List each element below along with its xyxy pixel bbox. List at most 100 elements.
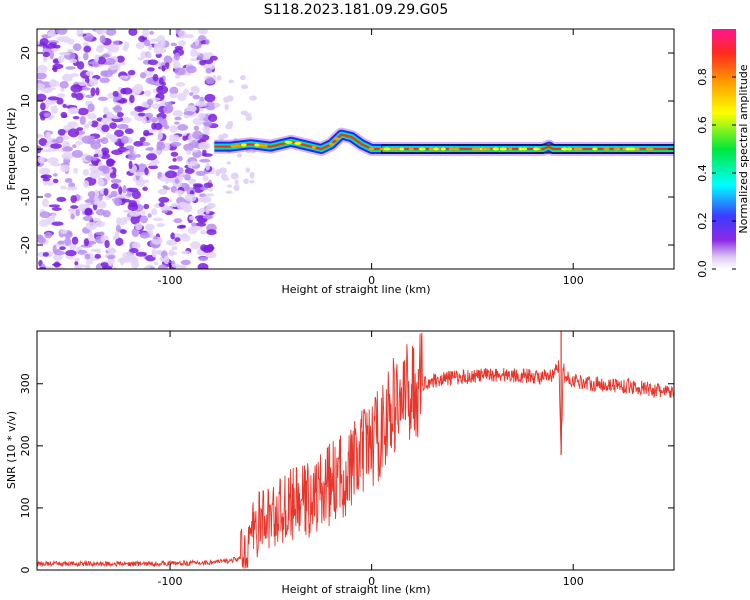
noise-blob xyxy=(106,159,116,164)
noise-blob xyxy=(37,236,46,244)
noise-blob xyxy=(57,93,66,98)
ridge-hotspot xyxy=(625,147,631,151)
noise-blob xyxy=(183,143,194,152)
noise-blob xyxy=(195,170,207,176)
noise-blob xyxy=(148,165,159,170)
noise-blob xyxy=(202,125,211,133)
noise-blob xyxy=(85,71,94,76)
noise-blob xyxy=(205,193,215,197)
noise-blob xyxy=(122,184,127,194)
noise-blob xyxy=(153,43,163,49)
noise-blob xyxy=(100,70,108,77)
noise-blob xyxy=(37,82,45,91)
noise-blob xyxy=(90,120,99,128)
noise-blob xyxy=(56,196,67,202)
noise-blob xyxy=(151,248,157,258)
noise-blob xyxy=(215,169,221,176)
noise-blob xyxy=(73,257,81,262)
noise-blob xyxy=(146,67,155,72)
noise-blob xyxy=(130,215,140,225)
noise-blob xyxy=(192,94,201,100)
noise-blob xyxy=(108,63,119,71)
noise-blob xyxy=(184,168,195,174)
noise-blob xyxy=(175,82,186,87)
noise-blob xyxy=(83,45,91,53)
noise-blob xyxy=(97,44,105,49)
noise-blob xyxy=(176,155,183,162)
noise-blob xyxy=(37,156,45,164)
noise-blob xyxy=(177,124,189,131)
noise-blob xyxy=(172,61,181,70)
noise-blob xyxy=(79,115,86,125)
noise-blob xyxy=(143,129,150,137)
noise-blob xyxy=(205,77,215,85)
noise-blob xyxy=(128,29,138,36)
noise-blob xyxy=(156,141,164,147)
noise-blob xyxy=(135,42,145,50)
noise-blob xyxy=(199,207,205,213)
noise-blob xyxy=(90,87,96,97)
noise-blob xyxy=(75,92,84,101)
ridge-hotspot xyxy=(471,147,480,151)
noise-blob xyxy=(62,114,68,118)
noise-blob xyxy=(170,141,182,147)
noise-blob xyxy=(208,187,214,192)
snr-panel: -100 0 100 0 100 200 300 Height of straight li… xyxy=(5,330,675,596)
noise-blob xyxy=(76,29,84,37)
noise-blob xyxy=(50,162,62,167)
noise-blob xyxy=(170,151,179,157)
noise-blob xyxy=(168,134,180,139)
noise-blob xyxy=(51,263,62,267)
noise-blob xyxy=(163,55,173,64)
noise-blob xyxy=(70,213,75,220)
ridge-hotspot xyxy=(629,147,636,151)
ridge-hotspot xyxy=(499,147,508,151)
noise-blob xyxy=(38,266,47,269)
noise-blob xyxy=(184,193,197,202)
ridge-hotspot xyxy=(440,147,447,151)
noise-blob xyxy=(205,252,217,259)
noise-blob xyxy=(88,120,93,126)
noise-blob xyxy=(223,96,230,103)
noise-blob xyxy=(181,250,191,255)
noise-blob xyxy=(153,236,158,240)
noise-blob xyxy=(146,51,152,59)
noise-blob xyxy=(95,209,106,216)
noise-blob xyxy=(183,111,195,116)
noise-blob xyxy=(139,136,146,143)
noise-blob xyxy=(199,158,211,163)
noise-blob xyxy=(173,218,183,224)
noise-blob xyxy=(97,138,104,143)
noise-blob xyxy=(163,124,170,130)
noise-blob xyxy=(55,136,64,144)
noise-blob xyxy=(186,65,197,74)
noise-blob xyxy=(68,107,79,115)
noise-blob xyxy=(198,197,209,203)
noise-blob xyxy=(240,110,249,116)
noise-blob xyxy=(245,149,252,154)
noise-blob xyxy=(99,77,110,84)
ridge-hotspot xyxy=(508,147,513,151)
noise-blob xyxy=(202,56,211,60)
noise-blob xyxy=(107,254,116,260)
noise-blob xyxy=(190,225,203,231)
noise-blob xyxy=(195,222,207,227)
colorbar-tick-label: 0.6 xyxy=(696,116,709,134)
noise-blob xyxy=(66,186,78,191)
noise-blob xyxy=(88,234,95,238)
noise-blob xyxy=(128,160,133,170)
noise-blob xyxy=(53,173,58,177)
ridge-hotspot xyxy=(399,147,405,151)
noise-blob xyxy=(131,190,142,200)
noise-blob xyxy=(71,149,83,158)
noise-blob xyxy=(72,144,77,148)
noise-blob xyxy=(71,236,79,245)
noise-blob xyxy=(155,250,162,255)
noise-blob xyxy=(48,204,61,208)
noise-blob xyxy=(193,125,200,131)
noise-blob xyxy=(226,161,231,165)
noise-blob xyxy=(60,164,66,173)
noise-blob xyxy=(156,222,165,228)
noise-blob xyxy=(189,160,198,167)
noise-blob xyxy=(147,59,158,66)
